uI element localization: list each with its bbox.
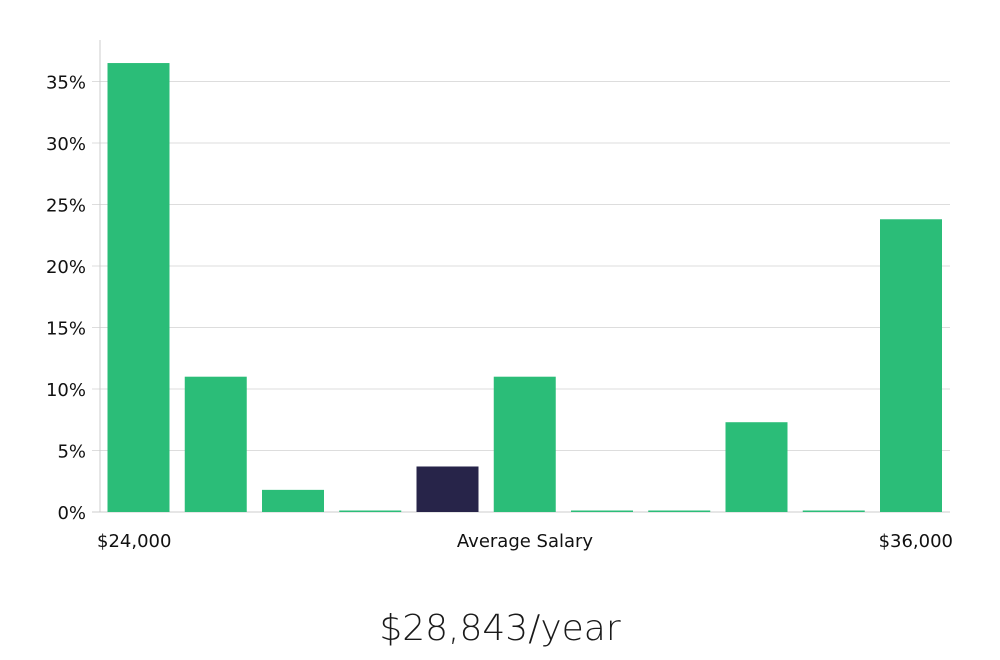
- x-min-label: $24,000: [97, 531, 171, 552]
- y-tick-label: 5%: [57, 442, 86, 463]
- y-tick-label: 30%: [46, 134, 86, 155]
- bar: [339, 510, 402, 512]
- y-tick-label: 15%: [46, 319, 86, 340]
- bar: [725, 422, 788, 512]
- y-tick-label: 10%: [46, 380, 86, 401]
- salary-distribution-chart: 0% 5% 10% 15% 20% 25% 30% 35% $24,000 Average S…: [46, 40, 953, 552]
- x-max-label: $36,000: [879, 531, 953, 552]
- bar-average-salary: [416, 466, 479, 512]
- bars: [107, 63, 942, 513]
- y-tick-label: 20%: [46, 257, 86, 278]
- bar: [184, 376, 247, 512]
- y-tick-label: 0%: [57, 503, 86, 524]
- y-tick-label: 25%: [46, 196, 86, 217]
- bar: [648, 510, 711, 512]
- bar: [880, 219, 942, 512]
- bar: [571, 510, 633, 512]
- bar: [802, 510, 865, 512]
- x-axis-title: Average Salary: [457, 531, 594, 552]
- bar: [107, 63, 170, 513]
- average-salary-value: $28,843/year: [379, 608, 621, 649]
- y-axis-ticks: 0% 5% 10% 15% 20% 25% 30% 35%: [46, 73, 86, 525]
- bar: [493, 376, 556, 512]
- bar: [262, 489, 324, 512]
- y-tick-label: 35%: [46, 73, 86, 94]
